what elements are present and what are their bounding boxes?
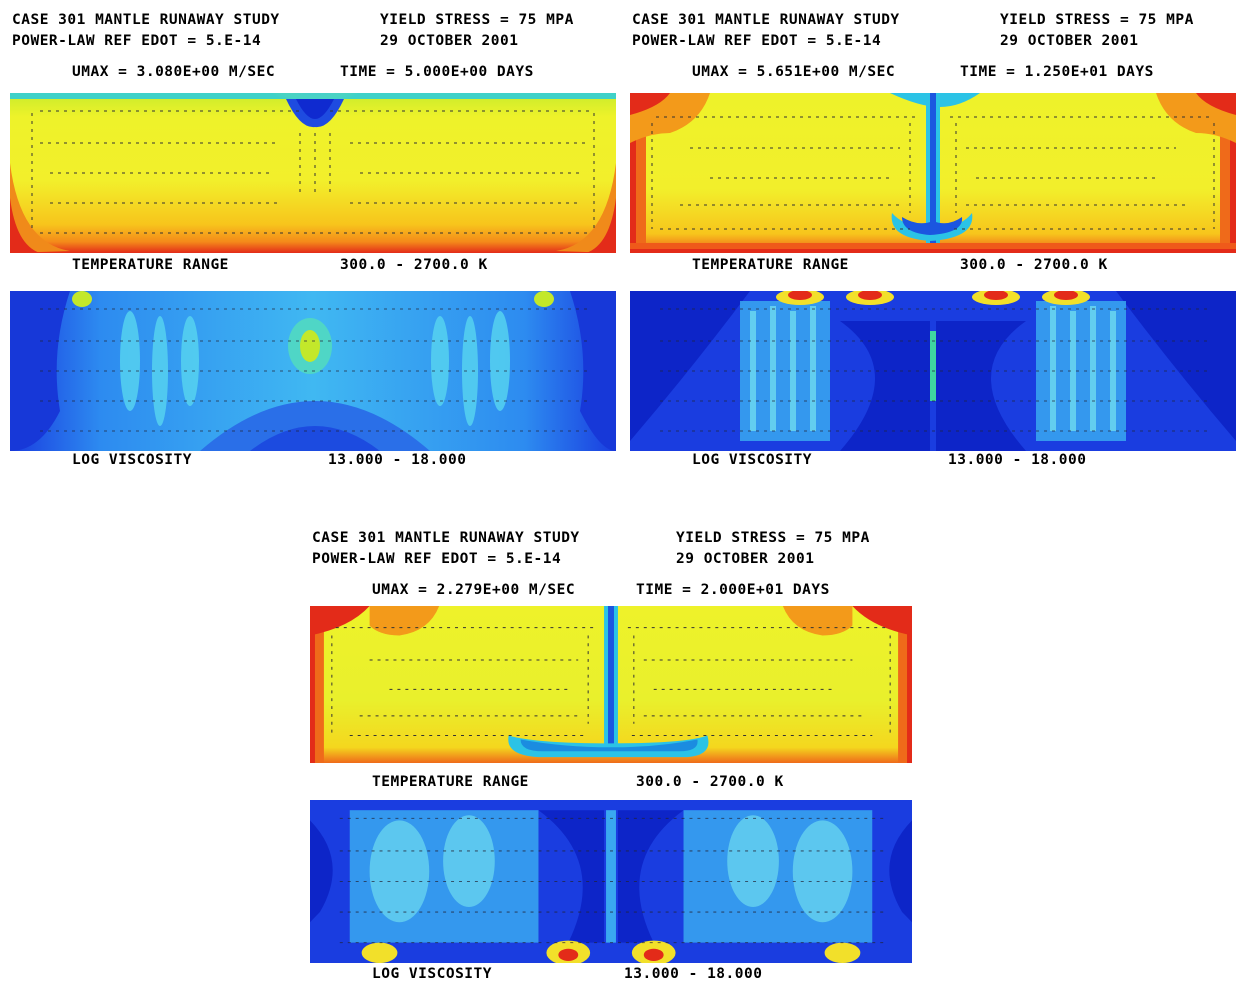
temperature-field [10, 93, 616, 253]
panel-day-5: CASE 301 MANTLE RUNAWAY STUDY POWER-LAW … [10, 8, 622, 488]
log-viscosity-value: 13.000 - 18.000 [328, 452, 467, 468]
date-label: 29 OCTOBER 2001 [1000, 33, 1139, 49]
viscosity-field [10, 291, 616, 451]
temperature-range-label: TEMPERATURE RANGE [72, 257, 229, 273]
viscosity-field [630, 291, 1236, 451]
yield-stress-label: YIELD STRESS = 75 MPA [676, 530, 870, 546]
log-viscosity-label: LOG VISCOSITY [372, 966, 492, 982]
case-title: CASE 301 MANTLE RUNAWAY STUDY [632, 12, 900, 28]
log-viscosity-label: LOG VISCOSITY [72, 452, 192, 468]
temperature-field [310, 606, 912, 763]
log-viscosity-label: LOG VISCOSITY [692, 452, 812, 468]
date-label: 29 OCTOBER 2001 [380, 33, 519, 49]
edot-subtitle: POWER-LAW REF EDOT = 5.E-14 [312, 551, 562, 567]
panel-day-12-5: CASE 301 MANTLE RUNAWAY STUDY POWER-LAW … [630, 8, 1241, 488]
viscosity-field [310, 800, 912, 963]
temperature-range-label: TEMPERATURE RANGE [372, 774, 529, 790]
case-title: CASE 301 MANTLE RUNAWAY STUDY [312, 530, 580, 546]
umax-label: UMAX = 3.080E+00 M/SEC [72, 64, 276, 80]
temperature-range-value: 300.0 - 2700.0 K [960, 257, 1108, 273]
umax-label: UMAX = 5.651E+00 M/SEC [692, 64, 896, 80]
edot-subtitle: POWER-LAW REF EDOT = 5.E-14 [632, 33, 882, 49]
time-label: TIME = 2.000E+01 DAYS [636, 582, 830, 598]
edot-subtitle: POWER-LAW REF EDOT = 5.E-14 [12, 33, 262, 49]
temperature-range-value: 300.0 - 2700.0 K [340, 257, 488, 273]
time-label: TIME = 1.250E+01 DAYS [960, 64, 1154, 80]
log-viscosity-value: 13.000 - 18.000 [624, 966, 763, 982]
yield-stress-label: YIELD STRESS = 75 MPA [380, 12, 574, 28]
time-label: TIME = 5.000E+00 DAYS [340, 64, 534, 80]
panel-day-20: CASE 301 MANTLE RUNAWAY STUDY POWER-LAW … [310, 526, 922, 1006]
date-label: 29 OCTOBER 2001 [676, 551, 815, 567]
temperature-range-label: TEMPERATURE RANGE [692, 257, 849, 273]
log-viscosity-value: 13.000 - 18.000 [948, 452, 1087, 468]
umax-label: UMAX = 2.279E+00 M/SEC [372, 582, 576, 598]
temperature-range-value: 300.0 - 2700.0 K [636, 774, 784, 790]
case-title: CASE 301 MANTLE RUNAWAY STUDY [12, 12, 280, 28]
temperature-field [630, 93, 1236, 253]
yield-stress-label: YIELD STRESS = 75 MPA [1000, 12, 1194, 28]
